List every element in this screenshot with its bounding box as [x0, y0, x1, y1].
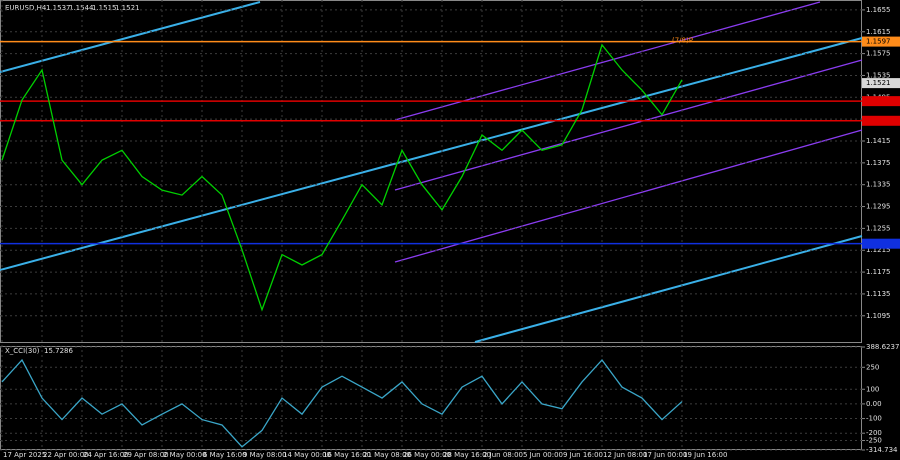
price-line [1, 43, 683, 312]
cci-panel [0, 346, 862, 450]
x-tick-label: 22 Apr 00:00 [43, 451, 89, 459]
y-tick-label: -314.734 [866, 446, 898, 454]
trend-line [0, 1, 261, 73]
x-tick-label: 5 Jun 00:00 [523, 451, 563, 459]
x-tick-label: 9 May 08:00 [243, 451, 287, 459]
level-label: (7/8)P [672, 37, 693, 45]
y-tick-label: 1.1535 [866, 71, 891, 79]
y-tick-label: -250 [866, 437, 882, 445]
price-line [1, 358, 683, 448]
x-tick-label: 2 Jun 08:00 [483, 451, 523, 459]
y-tick-label: 1.1575 [866, 50, 891, 58]
channel-line [394, 129, 863, 263]
y-tick-label: 100 [866, 385, 879, 393]
y-tick-label: 1.1655 [866, 6, 891, 14]
y-tick-label: 1.1335 [866, 181, 891, 189]
y-tick-label: 1.1135 [866, 290, 891, 298]
level-tag [862, 96, 900, 107]
y-tick-label: 250 [866, 363, 879, 371]
y-tick-label: 1.1215 [866, 246, 891, 254]
ohlc-value: 1.1544 [69, 4, 94, 12]
level-tag [862, 115, 900, 126]
x-tick-label: 2 May 00:00 [163, 451, 207, 459]
x-tick-label: 12 Jun 08:00 [603, 451, 647, 459]
trend-line [0, 37, 863, 271]
y-tick-label: 388.6237 [866, 343, 899, 351]
cci-title: X_CCI(30) [5, 347, 40, 355]
ohlc-value: 1.1521 [115, 4, 140, 12]
y-tick-label: 1.1615 [866, 28, 891, 36]
trend-lines [0, 1, 863, 343]
price-tag-label: 1.1521 [866, 79, 891, 87]
price-tag [862, 78, 900, 89]
regression-channel [394, 1, 863, 263]
x-tick-label: 29 Apr 08:00 [123, 451, 169, 459]
y-tick-label: 0.00 [866, 400, 882, 408]
x-tick-label: 16 May 16:00 [323, 451, 371, 459]
y-tick-label: 1.1295 [866, 203, 891, 211]
x-tick-label: 17 Jun 00:00 [643, 451, 687, 459]
cci-current: 15.7286 [44, 347, 73, 355]
ohlc-value: 1.1515 [92, 4, 117, 12]
x-tick-label: 6 May 16:00 [203, 451, 247, 459]
y-tick-label: 1.1255 [866, 224, 891, 232]
y-tick-label: 1.1095 [866, 312, 891, 320]
channel-line [394, 59, 863, 191]
x-tick-label: 19 Jun 16:00 [683, 451, 727, 459]
trend-line [474, 235, 863, 343]
level-tag [862, 36, 900, 47]
x-tick-label: 9 Jun 16:00 [563, 451, 603, 459]
x-tick-label: 24 Apr 16:00 [83, 451, 129, 459]
x-tick-label: 14 May 00:00 [283, 451, 331, 459]
price-panel [0, 0, 862, 343]
x-tick-label: 28 May 16:00 [443, 451, 491, 459]
x-tick-label: 26 May 00:00 [403, 451, 451, 459]
level-tag [862, 238, 900, 249]
y-tick-label: 1.1375 [866, 159, 891, 167]
symbol: EURUSD,H4 [5, 4, 47, 12]
level-tag-label: 1.1597 [866, 38, 891, 46]
channel-line [394, 1, 821, 121]
y-tick-label: 1.1175 [866, 268, 891, 276]
ohlc-value: 1.1537 [46, 4, 71, 12]
y-tick-label: 1.1415 [866, 137, 891, 145]
x-tick-label: 21 May 08:00 [363, 451, 411, 459]
y-tick-label: -100 [866, 415, 882, 423]
y-tick-label: -200 [866, 429, 882, 437]
x-tick-label: 17 Apr 2025 [3, 451, 46, 459]
